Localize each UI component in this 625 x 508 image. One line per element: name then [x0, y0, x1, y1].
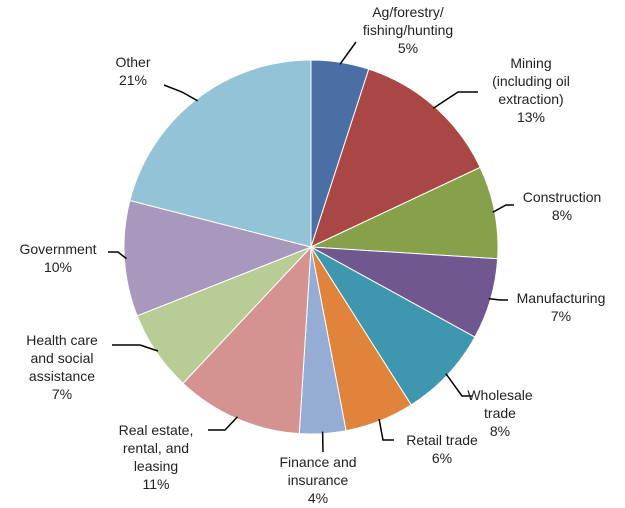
category-label: Wholesale trade	[467, 387, 533, 421]
slice-label: Wholesale trade 8%	[467, 386, 532, 440]
leader-line	[108, 251, 127, 260]
value-label: 6%	[431, 450, 453, 466]
category-label: Government	[19, 241, 97, 257]
pie-slice	[129, 59, 312, 248]
leader-line	[432, 91, 478, 109]
category-label: Manufacturing	[516, 290, 606, 306]
value-label: 7%	[550, 308, 572, 324]
value-label: 4%	[307, 490, 329, 506]
value-label: 7%	[51, 386, 73, 402]
value-label: 11%	[142, 476, 170, 492]
leader-line	[339, 41, 357, 65]
category-label: Health care and social assistance	[26, 332, 98, 384]
value-label: 5%	[397, 40, 419, 56]
slice-label: Retail trade 6%	[406, 431, 478, 467]
leader-line	[163, 84, 198, 102]
slice-label: Government 10%	[19, 240, 96, 276]
leader-line	[492, 204, 514, 213]
slice-label: Finance and insurance 4%	[279, 453, 356, 507]
pie-slice	[123, 199, 313, 317]
leader-line	[378, 418, 394, 441]
leader-line	[488, 297, 508, 301]
slice-label: Real estate, rental, and leasing 11%	[119, 421, 194, 493]
category-label: Retail trade	[406, 432, 478, 448]
category-label: Construction	[522, 189, 602, 205]
value-label: 21%	[118, 72, 148, 88]
category-label: Other	[115, 54, 151, 70]
leader-line	[445, 373, 472, 397]
value-label: 13%	[516, 109, 546, 125]
value-label: 10%	[43, 259, 73, 275]
leader-line	[208, 416, 239, 431]
slice-label: Health care and social assistance 7%	[26, 331, 98, 403]
category-label: Finance and insurance	[279, 454, 357, 488]
slice-label: Construction 8%	[523, 188, 602, 224]
slice-label: Mining (including oil extraction) 13%	[492, 54, 570, 126]
slice-label: Manufacturing 7%	[517, 289, 606, 325]
category-label: Mining (including oil extraction)	[492, 55, 570, 107]
leader-line	[112, 344, 159, 352]
value-label: 8%	[551, 207, 573, 223]
category-label: Ag/forestry/ fishing/hunting	[362, 4, 454, 38]
slice-label: Ag/forestry/ fishing/hunting 5%	[363, 3, 453, 57]
slice-label: Other 21%	[115, 53, 150, 89]
value-label: 8%	[489, 423, 511, 439]
category-label: Real estate, rental, and leasing	[118, 422, 194, 474]
